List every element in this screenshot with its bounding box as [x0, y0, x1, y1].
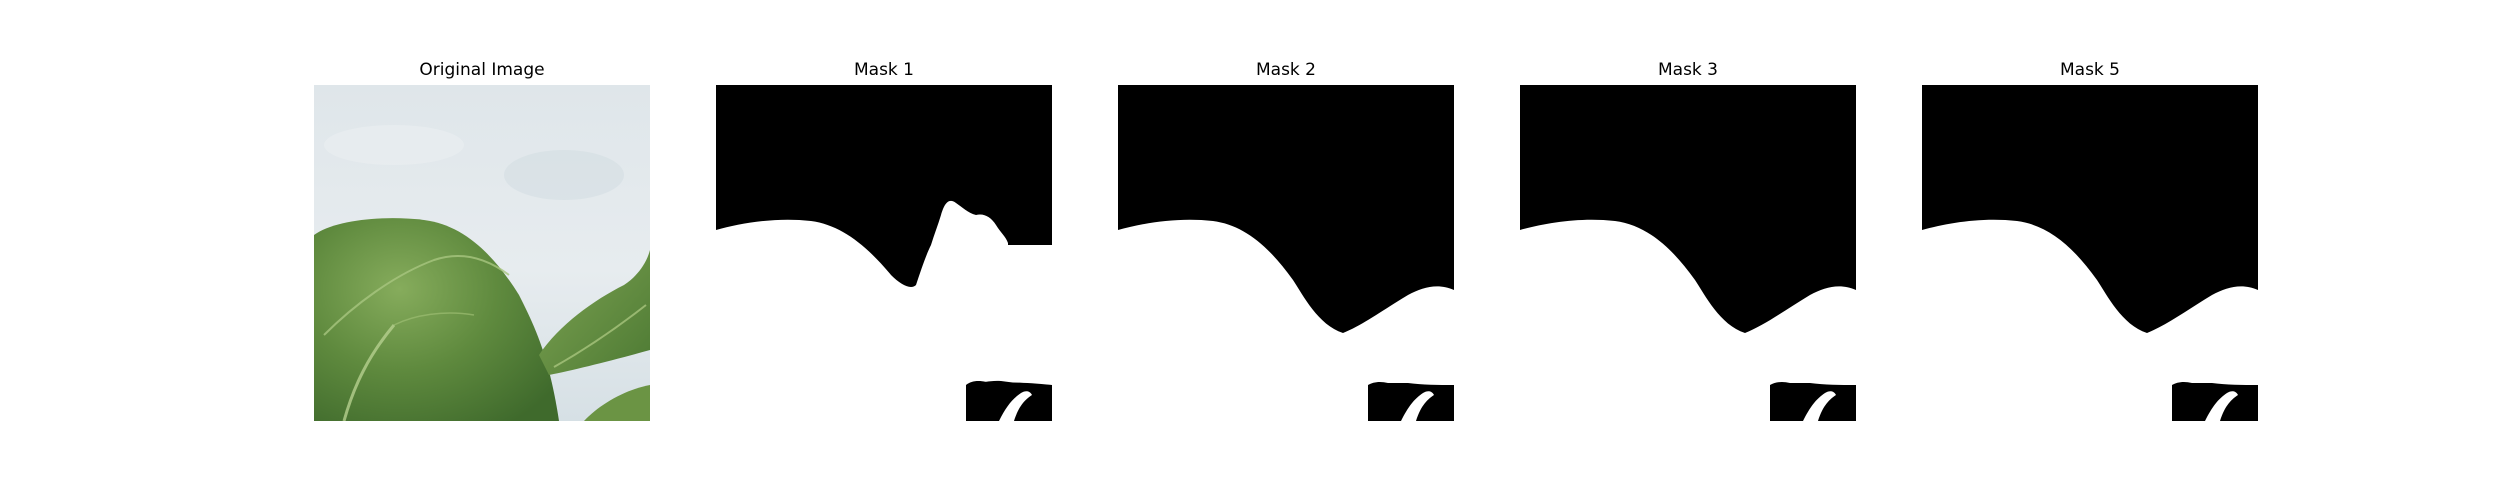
panel-title: Mask 3 — [1657, 60, 1718, 80]
mask-image-smooth — [1922, 85, 2258, 421]
mask-image-jagged — [716, 85, 1052, 421]
mask-image-smooth — [1118, 85, 1454, 421]
panel-title: Mask 1 — [853, 60, 914, 80]
panel-title: Mask 2 — [1255, 60, 1316, 80]
mask-image-smooth — [1520, 85, 1856, 421]
panel-title: Mask 5 — [2059, 60, 2120, 80]
original-leaf-photo — [314, 85, 650, 421]
panel-title: Original Image — [419, 60, 545, 80]
